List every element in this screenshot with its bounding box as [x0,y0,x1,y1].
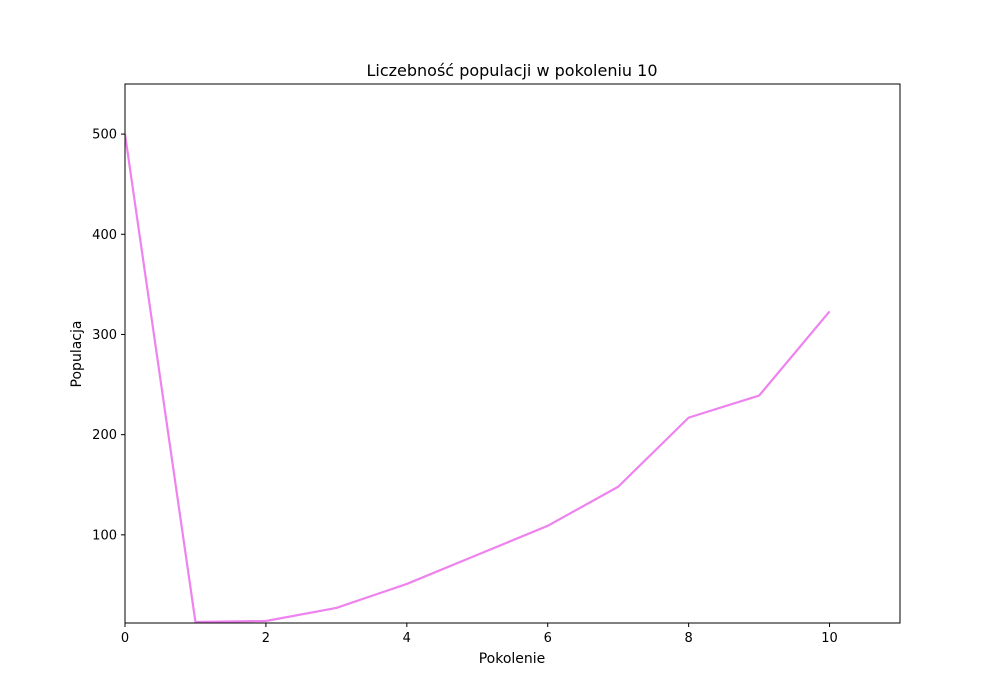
x-tick-label: 10 [821,631,838,646]
x-tick-label: 0 [121,631,129,646]
y-tick-label: 300 [92,328,117,343]
chart-title: Liczebność populacji w pokoleniu 10 [366,61,657,80]
x-axis-label: Pokolenie [479,651,546,667]
y-tick-label: 200 [92,428,117,443]
series-line [125,133,831,623]
x-tick-label: 8 [684,631,692,646]
y-tick-label: 400 [92,228,117,243]
plot-frame [124,83,901,624]
x-tick-label: 2 [262,631,270,646]
y-axis: 100 200 300 400 500 [92,128,125,543]
x-tick-label: 6 [544,631,552,646]
y-tick-label: 100 [92,528,117,543]
plot-area [125,133,831,623]
y-axis-label: Populacja [69,321,85,388]
y-tick-label: 500 [92,128,117,143]
x-tick-label: 4 [403,631,411,646]
x-axis: 0 2 4 6 8 10 [121,623,838,646]
